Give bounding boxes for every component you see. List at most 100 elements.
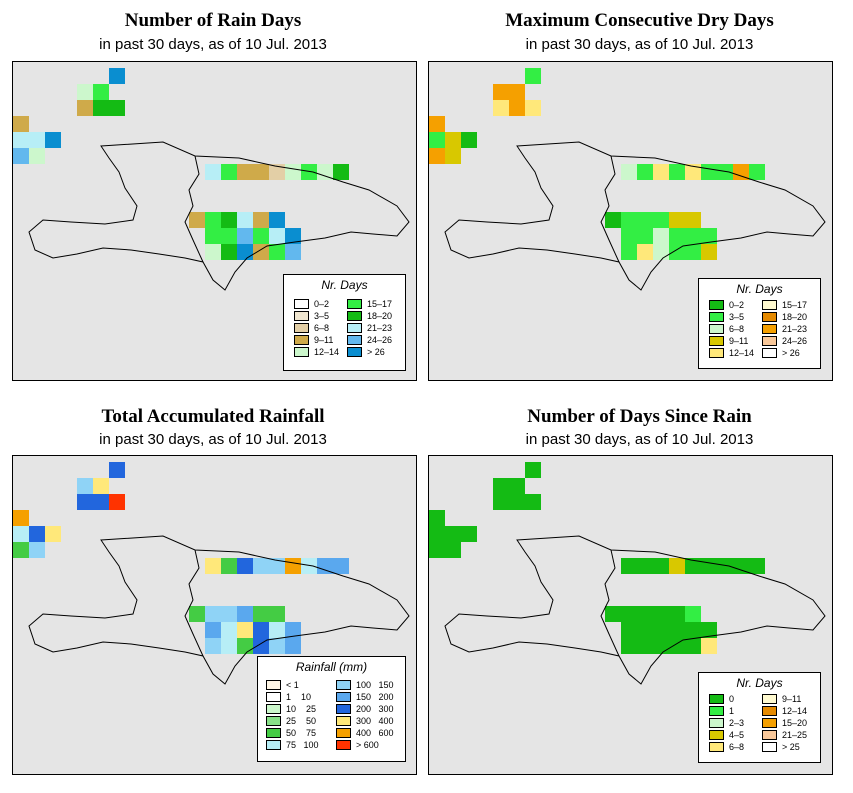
map-grid-cell [621,212,637,228]
map-grid-cell [493,494,509,510]
legend-swatch [762,706,777,716]
map-grid-cell [605,606,621,622]
map-rain-days [12,61,417,381]
panel-rain-days: Number of Rain Days in past 30 days, as … [0,0,426,390]
legend-swatch [336,704,351,714]
legend-label: > 25 [782,742,800,752]
legend-label: > 600 [356,740,379,750]
map-grid-cell [333,558,349,574]
map-grid-cell [13,542,29,558]
grid-layer [13,68,410,291]
map-grid-cell [317,164,333,180]
map-grid-cell [205,622,221,638]
map-grid-cell [93,84,109,100]
map-grid-cell [221,638,237,654]
legend-swatch [762,324,777,334]
legend-rain-days: Nr. Days 0–2 3–5 6–8 9–11 12–14 15–17 18… [283,274,406,371]
panel-title: Total Accumulated Rainfall [101,406,325,427]
map-grid-cell [253,244,269,260]
legend-label: 9–11 [782,694,802,704]
legend-label: 12–14 [314,347,340,357]
legend-swatch [709,742,724,752]
map-grid-cell [221,244,237,260]
map-grid-cell [733,558,749,574]
legend-title: Rainfall (mm) [295,660,368,674]
map-grid-cell [237,164,253,180]
map-grid-cell [637,606,653,622]
map-grid-cell [45,526,61,542]
map-grid-cell [605,212,621,228]
legend-label: < 1 [286,680,299,690]
grid-layer [429,462,826,685]
legend-label: 3–5 [314,311,330,321]
map-grid-cell [269,228,285,244]
map-grid-cell [285,558,301,574]
map-grid-cell [205,164,221,180]
map-grid-cell [221,606,237,622]
map-grid-cell [669,622,685,638]
map-grid-cell [509,100,525,116]
panel-title: Number of Rain Days [124,10,302,31]
map-grid-cell [317,558,333,574]
legend-swatch [762,694,777,704]
map-grid-cell [685,244,701,260]
map-grid-cell [717,164,733,180]
grid-layer [13,462,410,685]
legend-swatch [347,347,362,357]
map-grid-cell [205,638,221,654]
map-grid-cell [445,542,461,558]
map-grid-cell [653,622,669,638]
map-grid-cell [493,84,509,100]
legend-swatch [336,740,351,750]
map-grid-cell [29,132,45,148]
legend-label: 0–2 [314,299,330,309]
map-grid-cell [685,622,701,638]
map-grid-cell [205,212,221,228]
map-grid-cell [285,164,301,180]
map-grid-cell [93,494,109,510]
map-grid-cell [621,622,637,638]
map-grid-cell [269,638,285,654]
legend-swatch [709,718,724,728]
legend-swatch [266,740,281,750]
map-grid-cell [205,558,221,574]
country-border [600,155,620,263]
legend-label: 21–25 [782,730,808,740]
map-grid-cell [701,638,717,654]
legend-swatch [294,311,309,321]
legend-swatch [762,312,777,322]
map-grid-cell [653,638,669,654]
map-grid-cell [717,558,733,574]
legend-swatch [336,692,351,702]
map-grid-cell [525,100,541,116]
map-grid-cell [429,542,445,558]
legend-label: 24–26 [367,335,393,345]
map-grid-cell [653,244,669,260]
legend-swatch [709,324,724,334]
legend-label: 21–23 [367,323,393,333]
legend-swatch [294,335,309,345]
legend-title: Nr. Days [736,282,783,296]
map-grid-cell [29,148,45,164]
map-grid-cell [109,462,125,478]
panel-subtitle: in past 30 days, as of 10 Jul. 2013 [525,431,754,448]
legend-swatch [347,323,362,333]
country-border [184,155,204,263]
map-grid-cell [237,606,253,622]
map-grid-cell [685,606,701,622]
map-grid-cell [525,68,541,84]
legend-label: 15–20 [782,718,808,728]
map-grid-cell [237,228,253,244]
map-grid-cell [653,606,669,622]
legend-label: 18–20 [782,312,808,322]
map-grid-cell [221,228,237,244]
map-grid-cell [509,84,525,100]
legend-swatch [709,348,724,358]
legend-label: 9–11 [729,336,749,346]
map-grid-cell [13,526,29,542]
legend-swatch [336,680,351,690]
legend-label: 25 50 [286,716,317,726]
map-grid-cell [93,478,109,494]
map-grid-cell [237,638,253,654]
legend-swatch [347,299,362,309]
